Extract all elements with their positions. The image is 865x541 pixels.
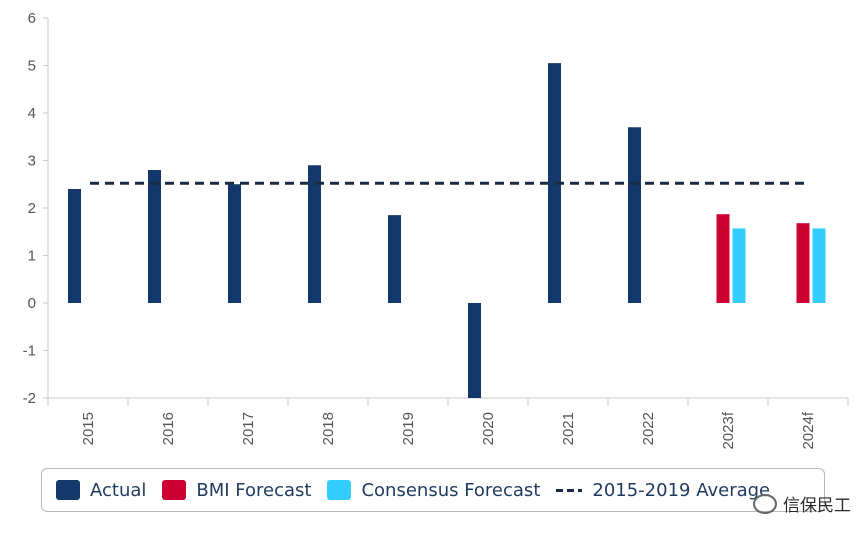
watermark-text: 信保民工 xyxy=(783,496,851,516)
legend-label-consensus-forecast: Consensus Forecast xyxy=(361,479,541,501)
watermark: 信保民工 xyxy=(753,491,851,516)
legend-label-bmi-forecast: BMI Forecast xyxy=(196,479,312,501)
legend-item-actual[interactable]: Actual xyxy=(56,480,146,501)
bar-consensus-forecast-2024f xyxy=(812,228,826,303)
x-tick-label: 2017 xyxy=(240,412,257,445)
x-tick-label: 2018 xyxy=(320,412,337,445)
x-tick-label: 2015 xyxy=(80,412,97,445)
x-tick-label: 2024f xyxy=(800,411,817,449)
bar-bmi-forecast-2023f xyxy=(716,214,730,303)
x-tick-label: 2016 xyxy=(160,412,177,445)
bar-actual-2015 xyxy=(68,189,81,303)
bar-consensus-forecast-2023f xyxy=(732,228,746,303)
x-tick-label: 2019 xyxy=(400,412,417,445)
y-tick-label: 6 xyxy=(28,10,36,27)
y-tick-label: 1 xyxy=(28,248,36,265)
y-tick-label: 5 xyxy=(28,58,36,75)
bar-bmi-forecast-2024f xyxy=(796,223,810,303)
legend-label-actual: Actual xyxy=(90,479,147,501)
legend-item-bmi-forecast[interactable]: BMI Forecast xyxy=(162,480,311,501)
legend-swatch-actual xyxy=(56,480,80,500)
bar-actual-2018 xyxy=(308,165,321,303)
bar-actual-2019 xyxy=(388,215,401,303)
bar-actual-2017 xyxy=(228,184,241,303)
y-tick-label: 3 xyxy=(28,153,36,170)
y-tick-label: 4 xyxy=(28,105,36,122)
y-tick-label: 2 xyxy=(28,200,36,217)
legend-swatch-average xyxy=(556,488,583,492)
y-tick-label: 0 xyxy=(28,295,36,312)
bar-actual-2016 xyxy=(148,170,161,303)
bar-actual-2020 xyxy=(468,303,481,398)
y-tick-label: -1 xyxy=(23,343,36,360)
legend-item-consensus-forecast[interactable]: Consensus Forecast xyxy=(327,480,540,501)
x-tick-label: 2023f xyxy=(720,411,737,449)
bar-chart: 6 5 4 3 2 1 0 -1 -2 2015 2016 2017 2018 2019 2020 2021 2… xyxy=(23,10,849,450)
y-tick-label: -2 xyxy=(23,390,36,407)
legend-swatch-consensus-forecast xyxy=(327,480,352,500)
legend: Actual BMI Forecast Consensus Forecast 2… xyxy=(41,468,825,512)
legend-item-average[interactable]: 2015-2019 Average xyxy=(556,480,770,501)
x-tick-label: 2022 xyxy=(640,412,657,445)
x-tick-label: 2020 xyxy=(480,412,497,445)
bar-actual-2021 xyxy=(548,63,561,303)
legend-swatch-bmi-forecast xyxy=(162,480,187,500)
wechat-icon xyxy=(753,493,777,514)
x-tick-label: 2021 xyxy=(560,412,577,445)
legend-label-average: 2015-2019 Average xyxy=(592,479,771,501)
bar-actual-2022 xyxy=(628,127,641,303)
